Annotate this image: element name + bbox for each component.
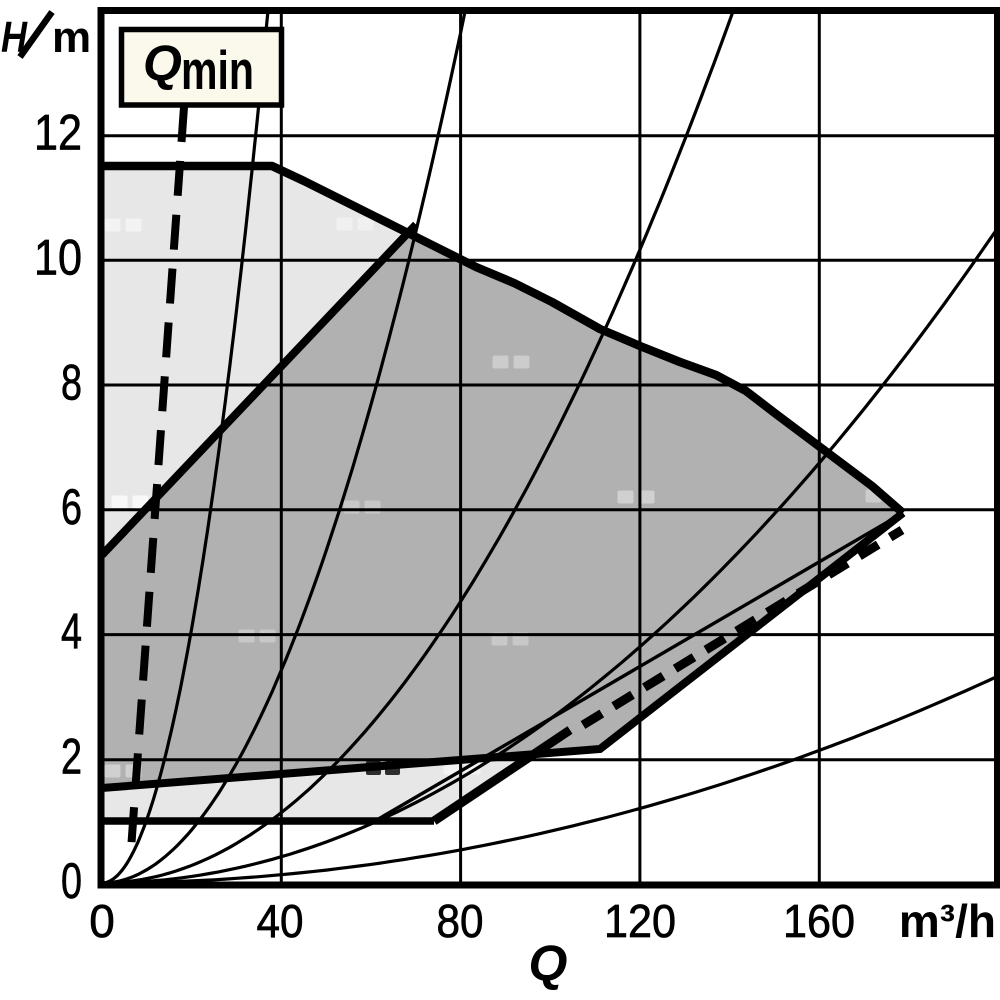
svg-text:m³/h: m³/h (899, 895, 996, 947)
svg-text:m: m (52, 13, 91, 62)
svg-text:80: 80 (437, 895, 484, 947)
svg-text:10: 10 (34, 230, 82, 286)
svg-text:Q: Q (529, 935, 568, 991)
svg-text:2: 2 (61, 729, 82, 785)
svg-text:4: 4 (61, 604, 82, 660)
svg-text:8: 8 (61, 355, 82, 411)
svg-text:6: 6 (61, 479, 82, 535)
svg-text:40: 40 (257, 895, 304, 947)
svg-text:0: 0 (89, 895, 115, 947)
svg-text:0: 0 (61, 853, 82, 909)
svg-text:12: 12 (34, 105, 82, 161)
svg-text:min: min (181, 39, 254, 101)
svg-text:120: 120 (604, 895, 676, 947)
svg-text:Q: Q (143, 35, 182, 91)
svg-text:160: 160 (783, 895, 855, 947)
